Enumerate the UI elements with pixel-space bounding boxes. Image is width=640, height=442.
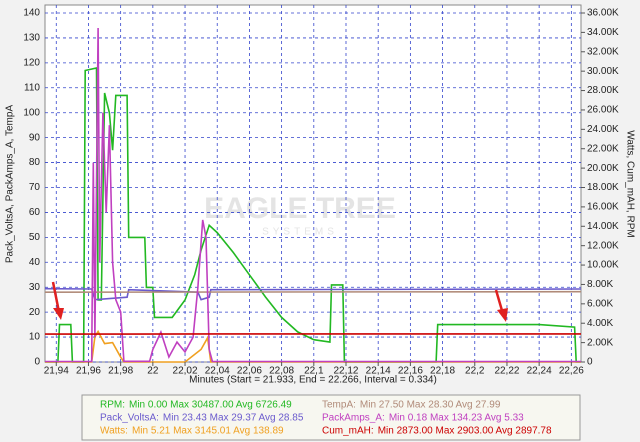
x-tick-label: 22,18 xyxy=(430,366,455,377)
x-tick-label: 22,14 xyxy=(366,366,391,377)
y2-tick-label: 28.00K xyxy=(587,85,619,96)
watermark: EAGLE TREE xyxy=(204,192,396,225)
x-tick-label: 22,04 xyxy=(205,366,230,377)
y-tick-label: 110 xyxy=(24,82,40,93)
y2-tick-label: 36.00K xyxy=(587,8,619,19)
x-tick-label: 22,2 xyxy=(465,366,485,377)
x-tick-label: 22,22 xyxy=(494,366,519,377)
x-tick-label: 21,98 xyxy=(108,366,133,377)
x-tick-label: 22,08 xyxy=(269,366,294,377)
y2-tick-label: 30.00K xyxy=(587,66,619,77)
y-tick-label: 40 xyxy=(29,257,41,268)
legend-stats: Min 27.50 Max 28.30 Avg 27.99 xyxy=(360,400,501,411)
y2-tick-label: 6.00K xyxy=(587,298,613,309)
y2-tick-label: 34.00K xyxy=(587,27,619,38)
plot-area xyxy=(44,4,582,363)
x-tick-label: 22 xyxy=(147,366,159,377)
legend-label: Watts: xyxy=(100,426,128,437)
y-tick-label: 50 xyxy=(29,232,41,243)
arrow xyxy=(51,281,61,313)
y2-tick-label: 14.00K xyxy=(587,221,619,232)
legend-label: Pack_VoltsA: xyxy=(100,413,159,424)
x-tick-label: 22,1 xyxy=(304,366,324,377)
x-tick-label: 21,96 xyxy=(76,366,101,377)
x-tick-label: 22,16 xyxy=(398,366,423,377)
x-tick-label: 22,06 xyxy=(237,366,262,377)
y2-tick-label: 22.00K xyxy=(587,143,619,154)
series-line xyxy=(45,27,581,363)
legend-stats: Min 0.18 Max 134.23 Avg 5.33 xyxy=(389,413,524,424)
legend-label: TempA: xyxy=(322,400,356,411)
x-axis-title: Minutes (Start = 21.933, End = 22.266, I… xyxy=(189,375,437,386)
y-tick-label: 80 xyxy=(29,157,41,168)
y-tick-label: 10 xyxy=(29,332,41,343)
y-tick-label: 20 xyxy=(29,307,41,318)
y2-tick-label: 4.00K xyxy=(587,318,613,329)
legend-stats: Min 2873.00 Max 2903.00 Avg 2897.78 xyxy=(378,426,552,437)
y2-tick-label: 12.00K xyxy=(587,240,619,251)
y-tick-label: 30 xyxy=(29,282,41,293)
y2-tick-label: 18.00K xyxy=(587,182,619,193)
legend-label: PackAmps_A: xyxy=(322,413,385,424)
watermark-sub: SYSTEMS xyxy=(262,227,338,238)
y2-tick-label: 8.00K xyxy=(587,279,613,290)
arrow-head xyxy=(497,308,508,322)
y-tick-label: 140 xyxy=(23,8,40,19)
x-tick-label: 22,02 xyxy=(173,366,198,377)
y-tick-label: 130 xyxy=(23,33,40,44)
x-tick-label: 22,24 xyxy=(527,366,552,377)
legend-label: RPM: xyxy=(100,400,125,411)
y-tick-label: 0 xyxy=(34,357,40,368)
y2-tick-label: 24.00K xyxy=(587,124,619,135)
annotation-arrows xyxy=(51,281,508,322)
x-tick-label: 21,94 xyxy=(44,366,69,377)
y-tick-label: 70 xyxy=(29,182,41,193)
y-tick-label: 120 xyxy=(23,57,40,68)
legend-stats: Min 0.00 Max 30487.00 Avg 6726.49 xyxy=(129,400,292,411)
y2-tick-label: 10.00K xyxy=(587,260,619,271)
legend xyxy=(81,394,581,441)
arrow-head xyxy=(53,308,64,320)
y2-tick-label: 2.00K xyxy=(587,337,613,348)
y-tick-label: 100 xyxy=(23,107,40,118)
legend-label: Cum_mAH: xyxy=(322,426,374,437)
y2-tick-label: 16.00K xyxy=(587,202,619,213)
y-axis-title: Pack_VoltsA, PackAmps_A, TempA xyxy=(5,105,16,264)
y-tick-label: 90 xyxy=(29,132,41,143)
x-tick-label: 22,26 xyxy=(559,366,584,377)
y-tick-label: 60 xyxy=(29,207,41,218)
y2-tick-label: 32.00K xyxy=(587,46,619,57)
x-tick-label: 22,12 xyxy=(333,366,358,377)
legend-stats: Min 5.21 Max 3145.01 Avg 138.89 xyxy=(132,426,284,437)
series-line xyxy=(44,287,582,301)
y2-tick-label: 20.00K xyxy=(587,163,619,174)
y2-tick-label: 26.00K xyxy=(587,105,619,116)
y2-tick-label: 0 xyxy=(587,357,593,368)
series-line xyxy=(45,67,581,363)
legend-stats: Min 23.43 Max 29.37 Avg 28.85 xyxy=(163,413,304,424)
series-line xyxy=(44,290,582,293)
y2-axis-title: Watts, Cum_mAH, RPM xyxy=(624,130,635,237)
plot xyxy=(44,5,582,363)
